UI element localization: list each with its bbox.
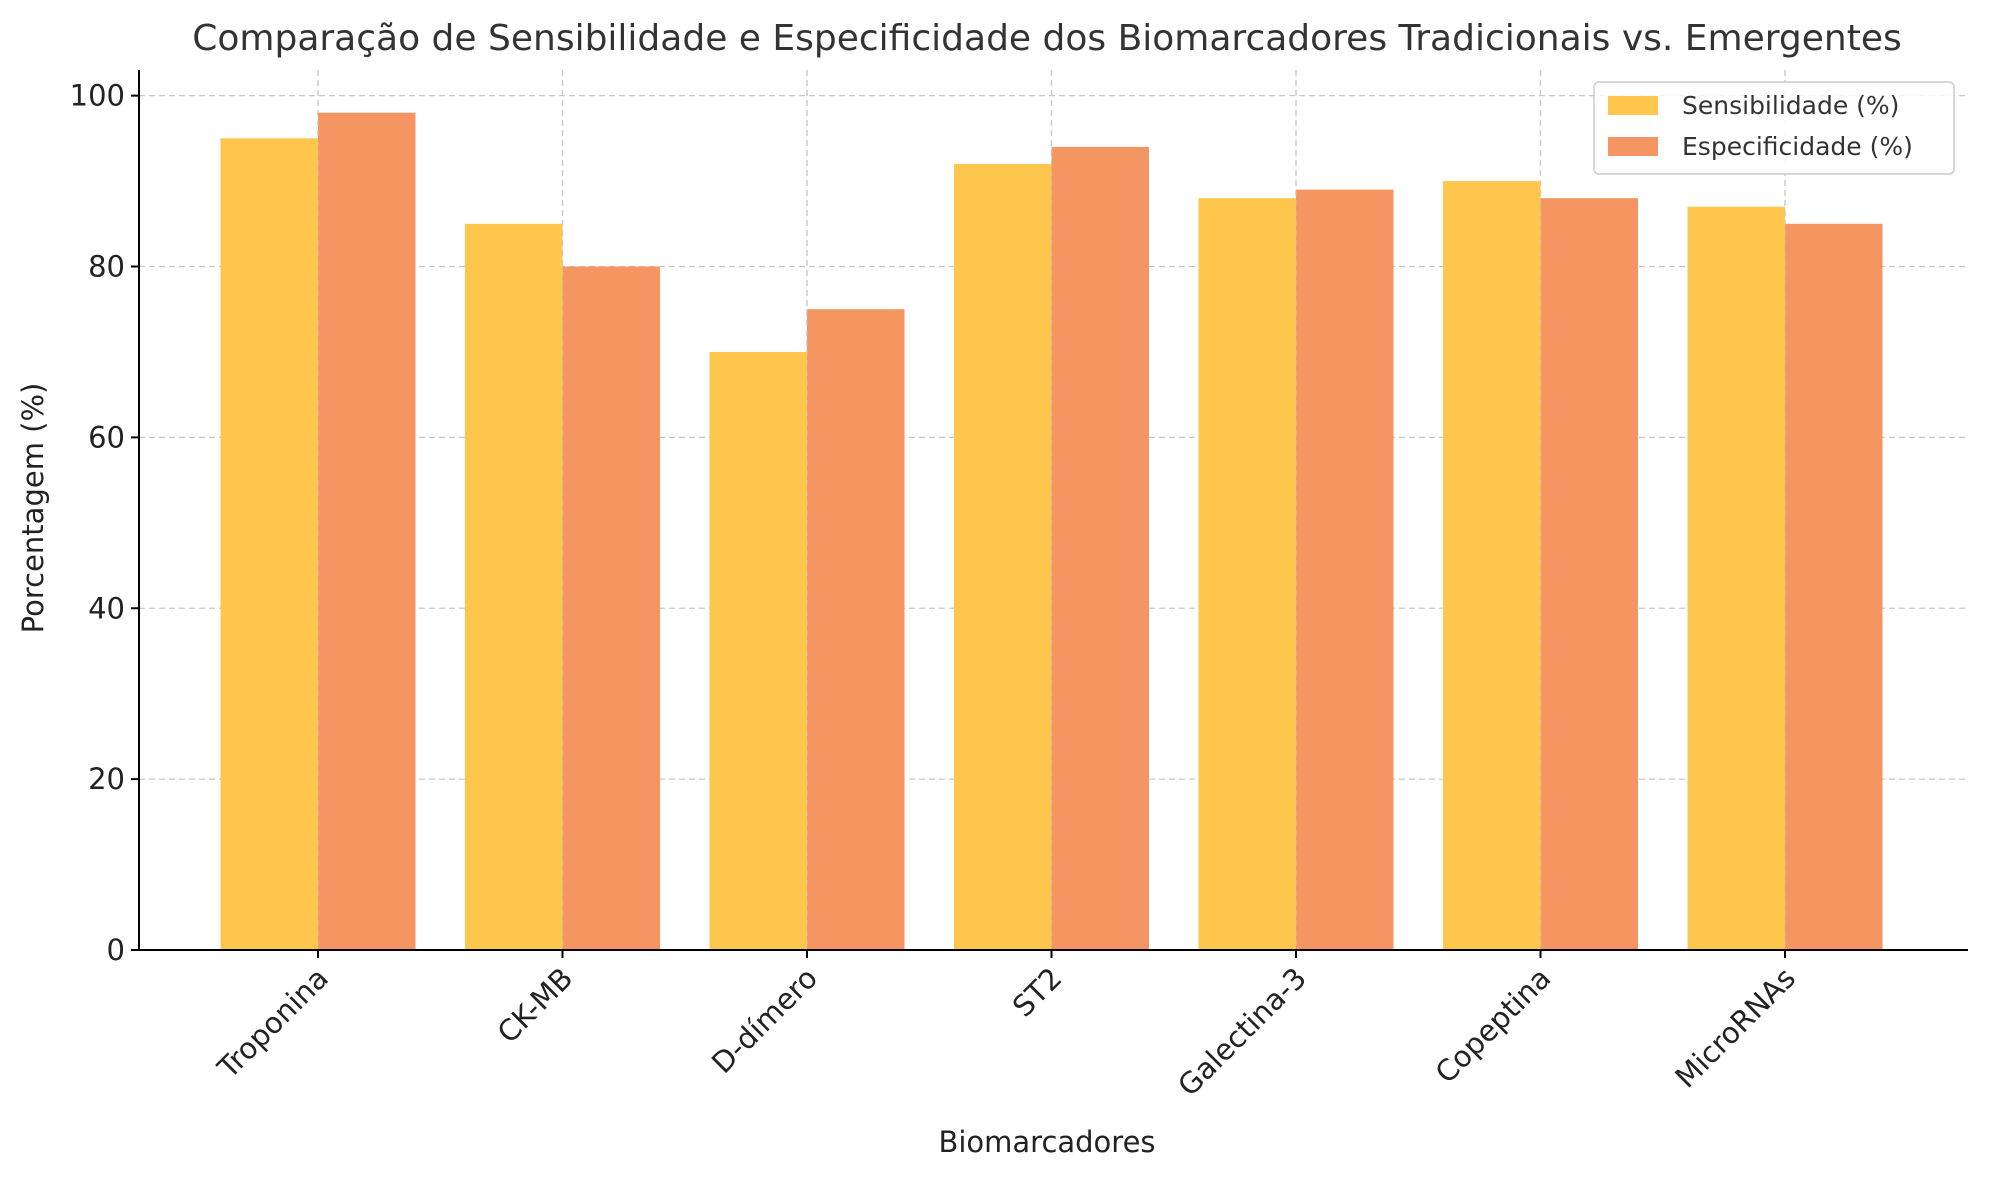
x-tick-label: D-dímero [705,961,824,1080]
x-axis-label: Biomarcadores [938,1125,1155,1159]
bars [220,70,1883,951]
legend-swatch [1608,137,1658,156]
x-tick-label: Copeptina [1429,961,1558,1090]
legend-swatch [1608,96,1658,115]
legend-entry: Sensibilidade (%) [1682,91,1899,120]
bar-especificidade [1296,189,1394,951]
x-tick-label: Troponina [210,961,335,1086]
y-tick-label: 60 [88,420,125,454]
y-axis-label: Porcentagem (%) [16,383,50,634]
y-tick-label: 40 [88,591,125,625]
x-tick-label: Galectina-3 [1171,961,1313,1103]
y-tick-label: 0 [107,933,125,967]
y-tick-label: 100 [70,79,125,113]
bar-especificidade [1785,223,1883,951]
bar-especificidade [1051,146,1149,951]
chart-title: Comparação de Sensibilidade e Especifici… [192,18,1902,59]
bar-especificidade [318,112,416,950]
bar-sensibilidade [220,138,318,951]
x-tick-label: MicroRNAs [1668,961,1802,1095]
legend-entry: Especificidade (%) [1682,132,1913,161]
y-tick-label: 20 [88,762,125,796]
legend-frame [1593,81,1955,175]
bar-especificidade [562,266,660,950]
bar-especificidade [807,309,905,951]
bar-sensibilidade [1443,181,1541,950]
legend: Sensibilidade (%) Especificidade (%) [1593,81,1955,175]
x-tick-label: CK-MB [491,961,580,1050]
y-tick-label: 80 [88,250,125,284]
bar-especificidade [1540,198,1638,950]
bar-sensibilidade [954,163,1052,950]
bar-sensibilidade [709,351,807,950]
bar-sensibilidade [465,223,563,951]
x-tick-label: ST2 [1006,961,1069,1024]
bar-sensibilidade [1687,206,1785,950]
bar-sensibilidade [1198,198,1296,950]
